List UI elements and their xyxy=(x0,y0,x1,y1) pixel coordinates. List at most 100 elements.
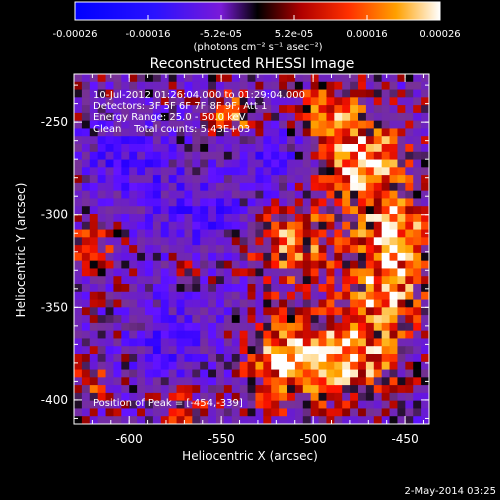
image-pixel xyxy=(342,346,351,355)
image-pixel xyxy=(145,245,154,254)
image-pixel xyxy=(247,369,257,378)
image-pixel xyxy=(74,416,83,424)
image-pixel xyxy=(113,190,122,200)
image-pixel xyxy=(137,385,146,394)
image-pixel xyxy=(113,284,122,293)
image-pixel xyxy=(239,81,249,91)
image-pixel xyxy=(113,330,122,340)
image-pixel xyxy=(271,237,280,246)
image-pixel xyxy=(255,221,264,231)
image-pixel xyxy=(81,136,91,145)
image-pixel xyxy=(421,206,429,215)
image-pixel xyxy=(405,260,414,270)
image-pixel xyxy=(358,105,367,114)
image-pixel xyxy=(184,369,193,378)
image-pixel xyxy=(231,198,241,207)
image-pixel xyxy=(318,89,328,98)
image-pixel xyxy=(200,167,209,176)
image-pixel xyxy=(373,252,383,262)
image-pixel xyxy=(168,299,178,308)
image-pixel xyxy=(318,136,328,145)
image-pixel xyxy=(397,128,406,137)
image-pixel xyxy=(247,190,257,200)
image-pixel xyxy=(137,159,146,168)
image-pixel xyxy=(373,377,383,386)
image-pixel xyxy=(176,206,186,215)
image-pixel xyxy=(389,400,399,410)
image-pixel xyxy=(176,97,186,106)
image-pixel xyxy=(184,291,193,301)
image-pixel xyxy=(184,385,193,394)
image-pixel xyxy=(397,330,406,340)
image-pixel xyxy=(223,144,233,153)
image-pixel xyxy=(318,206,328,215)
image-pixel xyxy=(105,136,115,145)
image-pixel xyxy=(176,307,186,316)
image-pixel xyxy=(216,128,225,137)
image-pixel xyxy=(145,416,154,424)
image-pixel xyxy=(74,105,83,114)
image-pixel xyxy=(145,408,154,417)
image-pixel xyxy=(231,307,241,316)
image-pixel xyxy=(168,182,178,192)
image-pixel xyxy=(121,128,130,137)
image-pixel xyxy=(302,392,312,402)
image-pixel xyxy=(255,299,264,308)
image-pixel xyxy=(121,214,130,223)
image-pixel xyxy=(310,81,320,91)
image-pixel xyxy=(405,237,414,246)
image-pixel xyxy=(247,167,257,176)
image-pixel xyxy=(389,354,399,363)
image-pixel xyxy=(326,315,335,324)
image-pixel xyxy=(389,385,399,394)
image-pixel xyxy=(287,276,296,285)
image-pixel xyxy=(74,190,83,200)
image-pixel xyxy=(81,128,91,137)
image-pixel xyxy=(413,385,422,394)
image-pixel xyxy=(184,89,193,98)
image-pixel xyxy=(152,361,162,371)
image-pixel xyxy=(381,322,391,332)
colorbar-gradient xyxy=(74,1,441,21)
image-pixel xyxy=(81,346,91,355)
image-pixel xyxy=(239,268,249,277)
image-pixel xyxy=(318,74,328,83)
image-pixel xyxy=(113,206,122,215)
image-pixel xyxy=(216,369,225,378)
image-pixel xyxy=(223,408,233,417)
image-pixel xyxy=(350,315,359,324)
image-pixel xyxy=(223,214,233,223)
image-pixel xyxy=(105,167,115,176)
image-pixel xyxy=(294,105,304,114)
image-pixel xyxy=(326,330,335,340)
image-pixel xyxy=(97,400,107,410)
image-pixel xyxy=(216,237,225,246)
image-pixel xyxy=(192,105,201,114)
image-pixel xyxy=(373,120,383,130)
image-pixel xyxy=(255,229,264,238)
image-pixel xyxy=(160,198,170,207)
image-pixel xyxy=(89,214,99,223)
image-pixel xyxy=(137,229,146,238)
image-pixel xyxy=(247,229,257,238)
image-pixel xyxy=(176,354,186,363)
image-pixel xyxy=(97,206,107,215)
image-pixel xyxy=(247,346,257,355)
image-pixel xyxy=(239,144,249,153)
image-pixel xyxy=(350,97,359,106)
image-pixel xyxy=(105,322,115,332)
image-pixel xyxy=(184,229,193,238)
image-pixel xyxy=(389,167,399,176)
image-pixel xyxy=(350,175,359,184)
image-pixel xyxy=(310,377,320,386)
image-pixel xyxy=(294,237,304,246)
image-pixel xyxy=(397,237,406,246)
image-pixel xyxy=(231,89,241,98)
image-pixel xyxy=(279,182,288,192)
image-pixel xyxy=(421,416,429,424)
image-pixel xyxy=(310,159,320,168)
image-pixel xyxy=(176,74,186,83)
image-pixel xyxy=(89,175,99,184)
image-pixel xyxy=(152,408,162,417)
image-pixel xyxy=(97,120,107,130)
